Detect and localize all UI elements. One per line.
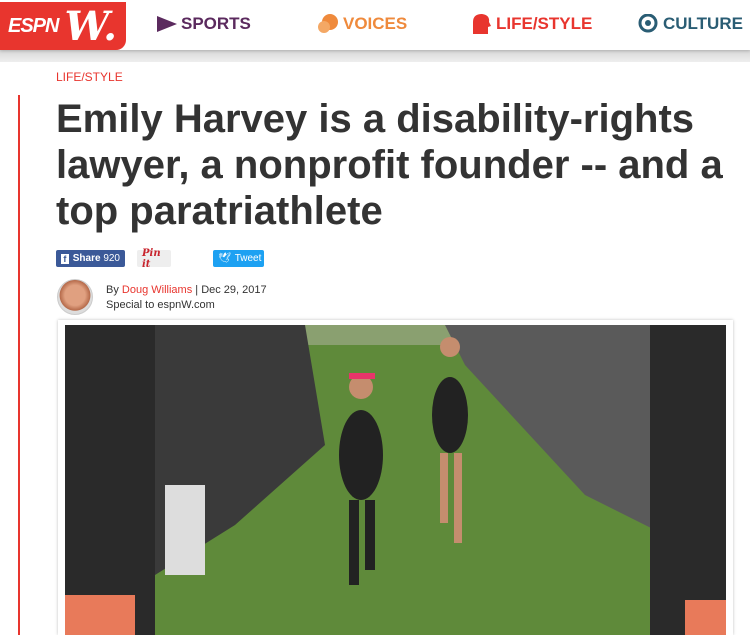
nav-label: LIFE/STYLE xyxy=(496,14,593,33)
facebook-share-button[interactable]: f Share 920 xyxy=(56,250,125,267)
nav-label: SPORTS xyxy=(181,14,251,33)
nav-lifestyle[interactable]: LIFE/STYLE xyxy=(470,14,592,34)
twitter-bird-icon: 🕊 xyxy=(218,253,231,264)
author-avatar xyxy=(57,279,93,315)
globe-star-icon xyxy=(638,14,658,33)
category-link[interactable]: LIFE/STYLE xyxy=(56,70,123,84)
speech-bubbles-icon xyxy=(318,14,338,33)
nav-label: CULTURE xyxy=(663,14,743,33)
byline-note: Special to espnW.com xyxy=(106,299,215,311)
header-shadow-band xyxy=(0,50,750,62)
profile-head-icon xyxy=(473,14,491,34)
site-header: ESPN W. SPORTS VOICES LIFE/STYLE CULTURE xyxy=(0,0,750,50)
share-count: 920 xyxy=(103,253,120,264)
share-label: Share xyxy=(72,253,101,264)
author-link[interactable]: Doug Williams xyxy=(121,284,193,296)
article-title: Emily Harvey is a disability-rights lawy… xyxy=(56,97,723,233)
byline-separator: | xyxy=(195,284,199,296)
byline-prefix: By xyxy=(106,284,119,296)
pinterest-button[interactable]: Pin it xyxy=(137,248,171,270)
article-hero-photo xyxy=(58,320,733,635)
tweet-label: Tweet xyxy=(234,253,262,264)
nav-sports[interactable]: SPORTS xyxy=(155,14,251,34)
espnw-logo[interactable]: ESPN W. xyxy=(0,2,126,50)
nav-culture[interactable]: CULTURE xyxy=(637,14,743,34)
facebook-icon: f xyxy=(61,253,69,264)
nav-label: VOICES xyxy=(343,14,408,33)
accent-line xyxy=(18,95,20,635)
publish-date: Dec 29, 2017 xyxy=(201,284,267,296)
pennant-icon xyxy=(157,16,177,32)
triathlon-finish-photo xyxy=(65,325,726,635)
tweet-button[interactable]: 🕊 Tweet xyxy=(213,250,264,267)
nav-voices[interactable]: VOICES xyxy=(317,14,407,34)
byline: By Doug Williams | Dec 29, 2017 Special … xyxy=(106,283,267,313)
